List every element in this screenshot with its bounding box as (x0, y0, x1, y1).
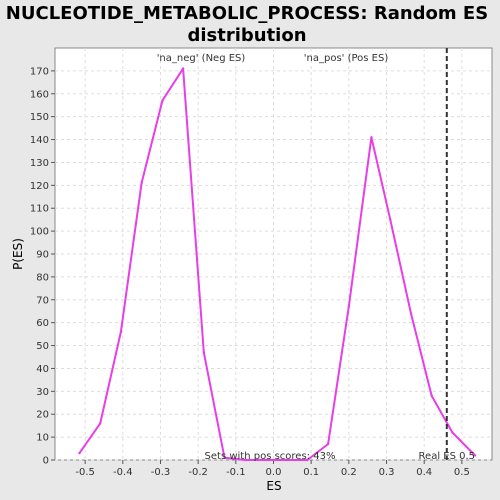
x-axis-label: ES (266, 479, 281, 493)
series-line (78, 67, 476, 461)
chart-title-line-1: NUCLEOTIDE_METABOLIC_PROCESS: Random ES (6, 3, 488, 24)
x-tick-label-7: 0.2 (341, 467, 357, 478)
y-tick-label-5: 50 (36, 341, 49, 352)
data-point-8 (244, 458, 247, 462)
data-point-12 (326, 442, 330, 446)
y-tick-label-11: 110 (30, 204, 49, 215)
y-tick-label-1: 10 (36, 433, 49, 444)
data-point-2 (119, 330, 123, 334)
y-tick-label-0: 0 (43, 456, 49, 467)
y-tick-label-2: 20 (36, 410, 49, 421)
data-point-17 (430, 394, 433, 398)
y-tick-label-6: 60 (36, 318, 49, 329)
pos-es-label: 'na_pos' (Pos ES) (304, 53, 389, 64)
y-tick-label-8: 80 (36, 272, 49, 283)
data-point-9 (264, 458, 268, 462)
x-tick-label-5: 0.0 (266, 467, 282, 478)
data-point-13 (347, 305, 351, 308)
data-point-11 (306, 458, 309, 462)
x-tick-label-2: -0.3 (151, 467, 171, 478)
data-point-15 (389, 218, 392, 221)
y-tick-label-17: 170 (30, 66, 49, 77)
x-tick-label-9: 0.4 (416, 467, 432, 478)
data-point-14 (370, 136, 373, 139)
data-point-5 (181, 67, 185, 70)
x-tick-label-0: -0.5 (75, 467, 95, 478)
pos-scores-label: Sets with pos scores: 43% (205, 451, 336, 462)
y-tick-label-13: 130 (30, 158, 49, 169)
x-tick-label-10: 0.5 (454, 467, 470, 478)
x-tick-label-6: 0.1 (303, 467, 319, 478)
y-tick-label-12: 120 (30, 181, 49, 192)
y-tick-label-16: 160 (30, 89, 49, 100)
data-point-18 (451, 431, 454, 434)
data-point-6 (202, 351, 206, 354)
series-points (78, 67, 477, 462)
y-tick-label-15: 150 (30, 112, 49, 123)
chart-title-line-2: distribution (187, 25, 306, 46)
grid-lines (55, 48, 492, 461)
x-tick-label-8: 0.3 (379, 467, 395, 478)
data-point-19 (473, 454, 477, 457)
data-point-3 (140, 181, 143, 185)
y-tick-label-14: 140 (30, 135, 49, 146)
data-point-16 (409, 312, 413, 315)
data-point-1 (99, 422, 102, 425)
y-tick-label-9: 90 (36, 250, 49, 261)
x-tick-label-4: -0.1 (226, 467, 246, 478)
real-es-label: Real ES 0.5 (419, 451, 475, 462)
x-tick-label-3: -0.2 (188, 467, 208, 478)
data-point-10 (285, 458, 288, 462)
y-tick-label-7: 70 (36, 295, 49, 306)
y-tick-label-10: 100 (30, 227, 49, 238)
x-axis-ticks: -0.5 -0.4 -0.3 -0.2 -0.1 0.0 0.1 0.2 0.3 0.4 0.5 (75, 460, 470, 478)
data-point-4 (161, 99, 164, 102)
neg-es-label: 'na_neg' (Neg ES) (157, 53, 246, 64)
data-point-7 (223, 456, 226, 459)
x-tick-label-1: -0.4 (113, 467, 133, 478)
data-point-0 (78, 451, 81, 455)
y-tick-label-4: 40 (36, 364, 49, 375)
y-tick-label-3: 30 (36, 387, 49, 398)
y-axis-ticks: 0 10 20 30 40 50 60 70 80 90 100 110 120 130 140 150 160… (30, 66, 55, 467)
y-axis-label: P(ES) (11, 238, 25, 270)
